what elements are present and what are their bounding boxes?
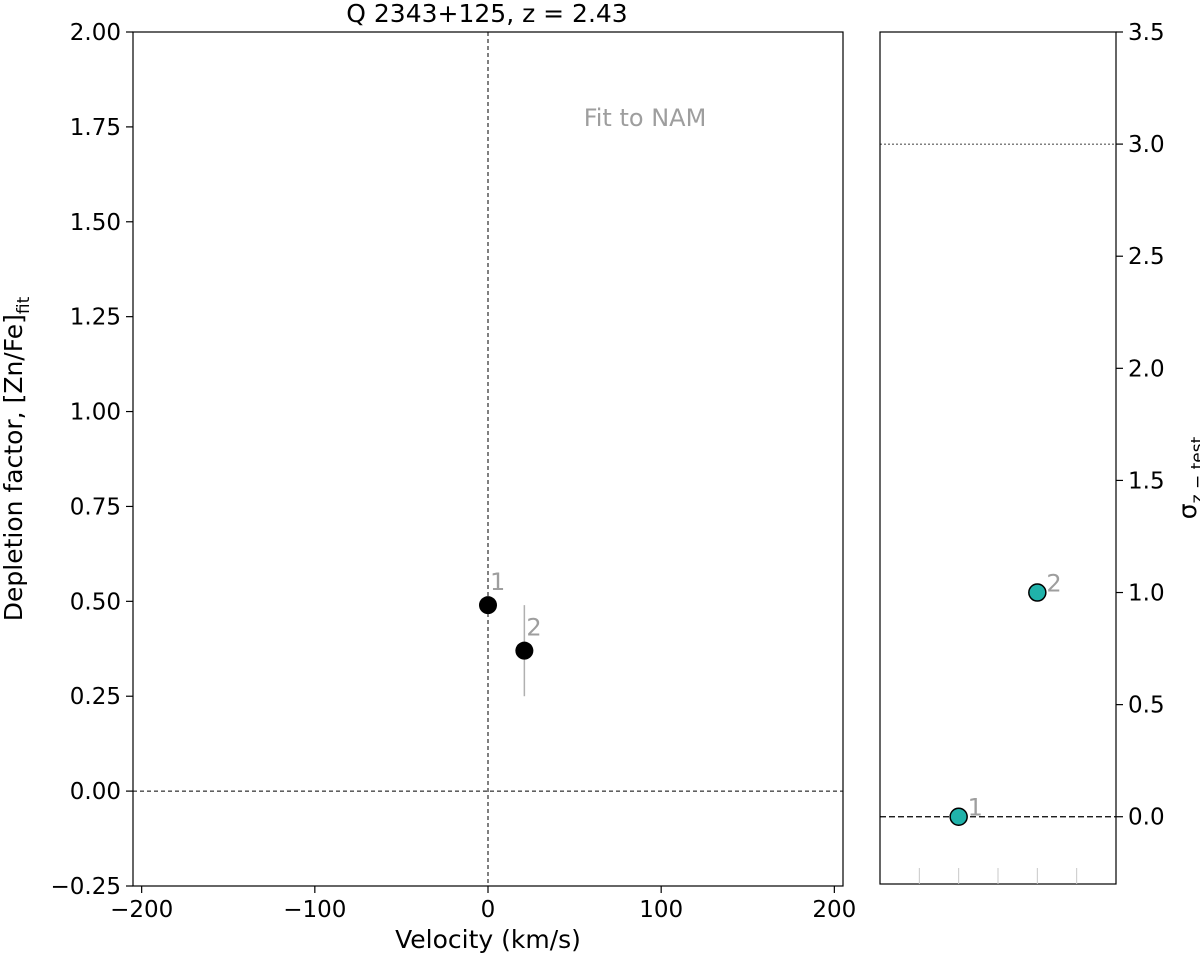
- side-panel: 12 0.00.51.01.52.02.53.03.5 σz − test: [879, 20, 1200, 885]
- side-plot-frame: [879, 31, 1117, 885]
- y-tick-label: 1.00: [70, 400, 121, 426]
- x-axis-label: Velocity (km/s): [395, 925, 581, 954]
- sigma-points: [949, 583, 1047, 826]
- y-tick-label: 1.75: [70, 115, 121, 141]
- y-axis-label-main: Depletion factor, [Zn/Fe]: [0, 314, 28, 621]
- x-tick-label: −100: [283, 897, 346, 923]
- side-y-tick-label: 2.5: [1128, 244, 1165, 270]
- y-axis-label: Depletion factor, [Zn/Fe]fit: [0, 296, 34, 621]
- y-tick-label: 1.50: [70, 210, 121, 236]
- side-y-axis-ticks: 0.0 0.5 1.0 1.5 2.0 2.5 3.0 3.5: [1116, 20, 1165, 831]
- y-tick-label: 0.00: [70, 779, 121, 805]
- side-x-minor-ticks: [918, 868, 1078, 884]
- side-y-tick-label: 3.0: [1128, 132, 1165, 158]
- x-tick-label: 200: [812, 897, 856, 923]
- y-axis-ticks: −0.25 0.00 0.25 0.50 0.75 1.00 1.25 1.50 1.75 2.0…: [51, 20, 133, 900]
- sigma-point-labels: 12: [968, 570, 1062, 822]
- y-tick-label: 2.00: [70, 20, 121, 46]
- data-point: [515, 641, 534, 660]
- y-tick-label: 0.75: [70, 494, 121, 520]
- y-tick-label: 0.25: [70, 684, 121, 710]
- sigma-point-label: 2: [1046, 570, 1061, 598]
- x-axis-ticks: −200 −100 0 100 200: [110, 886, 856, 923]
- point-label: 2: [526, 614, 541, 642]
- side-y-axis-label-sub: z − test: [1188, 436, 1200, 503]
- y-tick-label: −0.25: [51, 874, 121, 900]
- sigma-point: [949, 807, 968, 826]
- side-y-axis-label: σz − test: [1173, 436, 1200, 519]
- sigma-point: [1028, 583, 1047, 602]
- side-y-tick-label: 1.0: [1128, 581, 1165, 607]
- data-point: [479, 596, 497, 615]
- side-y-tick-label: 0.5: [1128, 693, 1165, 719]
- side-y-axis-label-main: σ: [1173, 503, 1200, 519]
- sigma-point-label: 1: [968, 794, 983, 822]
- data-points: [479, 596, 534, 660]
- y-tick-label: 0.50: [70, 589, 121, 615]
- x-tick-label: 100: [639, 897, 683, 923]
- point-label: 1: [490, 568, 505, 596]
- main-panel: Q 2343+125, z = 2.43 12 Fit to NAM −200−…: [0, 0, 856, 954]
- side-y-tick-label: 0.0: [1128, 805, 1165, 831]
- side-y-tick-label: 3.5: [1128, 20, 1165, 46]
- side-y-tick-label: 1.5: [1128, 468, 1165, 494]
- fit-annotation: Fit to NAM: [584, 104, 707, 132]
- point-labels: 12: [490, 568, 542, 642]
- side-y-tick-label: 2.0: [1128, 356, 1165, 382]
- x-tick-label: 0: [481, 897, 496, 923]
- chart-title: Q 2343+125, z = 2.43: [346, 0, 627, 28]
- y-tick-label: 1.25: [70, 305, 121, 331]
- x-tick-label: −200: [110, 897, 173, 923]
- y-axis-label-sub: fit: [14, 296, 34, 314]
